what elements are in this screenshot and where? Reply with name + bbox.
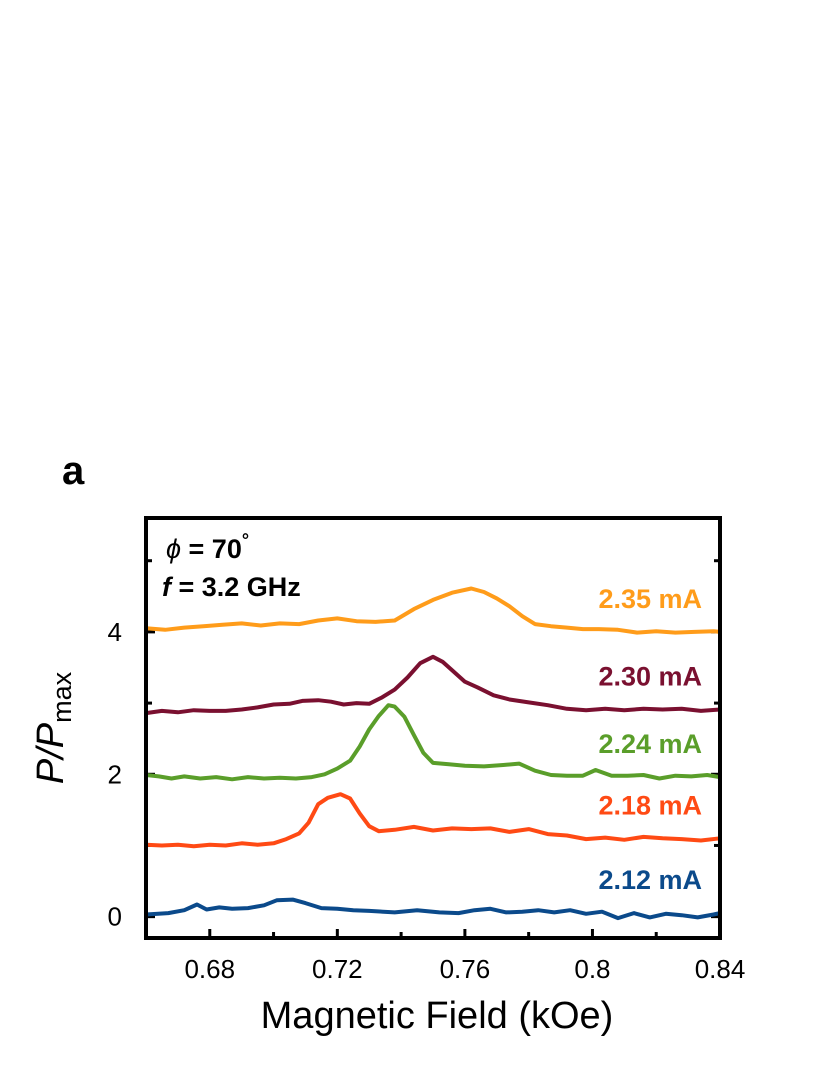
y-tick-label: 0 xyxy=(108,902,122,932)
x-axis-title: Magnetic Field (kOe) xyxy=(261,995,614,1037)
x-tick-label: 0.84 xyxy=(695,954,746,984)
y-axis-title-sub: max xyxy=(47,671,77,723)
degree-symbol: ° xyxy=(242,530,249,550)
series-label: 2.30 mA xyxy=(598,661,702,691)
phi-symbol: ϕ xyxy=(166,534,181,564)
y-tick-label: 2 xyxy=(108,759,122,789)
phi-annotation: ϕ = 70° xyxy=(166,530,249,564)
f-value: = 3.2 GHz xyxy=(171,572,301,602)
series-label: 2.35 mA xyxy=(598,584,702,614)
x-tick-label: 0.8 xyxy=(574,954,610,984)
series-line-2-12-ma xyxy=(144,897,722,921)
x-tick-label: 0.68 xyxy=(184,954,235,984)
series-lines xyxy=(144,586,722,921)
y-tick-label: 4 xyxy=(108,617,122,647)
series-label: 2.24 mA xyxy=(598,729,702,759)
x-tick-label: 0.76 xyxy=(440,954,491,984)
frequency-annotation: f = 3.2 GHz xyxy=(162,572,301,602)
series-label: 2.18 mA xyxy=(598,790,702,820)
series-line-2-35-ma xyxy=(144,586,722,635)
x-tick-label: 0.72 xyxy=(312,954,363,984)
tick-labels: 0.68 0.72 0.76 0.8 0.84 0 2 4 xyxy=(108,617,746,984)
phi-value: = 70 xyxy=(181,534,242,564)
panel-label: a xyxy=(62,449,85,493)
series-line-2-30-ma xyxy=(144,654,722,716)
series-labels: 2.12 mA 2.18 mA 2.24 mA 2.30 mA 2.35 mA xyxy=(598,584,702,895)
series-line-2-18-ma xyxy=(144,792,722,849)
series-label: 2.12 mA xyxy=(598,865,702,895)
series-line-2-24-ma xyxy=(144,703,722,782)
y-axis-title-main: P/P xyxy=(30,722,72,784)
plot-frame xyxy=(144,516,722,940)
y-axis-title: P/Pmax xyxy=(30,671,77,784)
